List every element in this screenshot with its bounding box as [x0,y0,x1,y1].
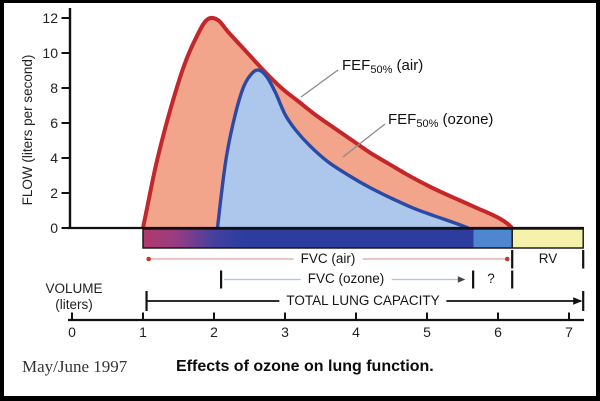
fvc-ozone-arrowhead [457,276,466,283]
fef-ozone-annotation: FEF50% (ozone) [388,111,493,130]
fef-air-leader-line [300,69,339,98]
fef-ozone-subscript: 50% [416,118,439,130]
ozone-curve-area [217,69,469,228]
fvc-air-start-marker [146,256,151,262]
x-tick-label: 0 [68,324,76,340]
x-tick-label: 4 [352,324,360,340]
y-tick-label: 10 [42,45,58,61]
y-tick-label: 4 [50,150,58,166]
x-tick-label: 5 [423,324,431,340]
y-tick-label: 0 [50,220,58,236]
total-lung-capacity-label: TOTAL LUNG CAPACITY [279,293,447,309]
fef-ozone-suffix: (ozone) [438,111,494,128]
fef-ozone-prefix: FEF [388,111,417,128]
fef-air-prefix: FEF [342,57,371,74]
x-tick-label: 7 [565,324,573,340]
y-tick-label: 8 [50,80,58,96]
ozone-curve [215,68,469,230]
volume-gradient-bar [142,228,584,249]
x-axis-title-line2: (liters) [55,297,93,312]
y-axis [61,8,72,229]
rv-label: RV [538,251,558,266]
fef-air-suffix: (air) [392,57,424,74]
x-tick-label: 1 [139,324,147,340]
y-tick-label: 2 [50,185,58,201]
air-curve [141,15,514,230]
fvc-air-end-marker [504,256,510,262]
fef-air-subscript: 50% [370,64,393,76]
caption-title: Effects of ozone on lung function. [176,358,434,375]
fef-air-annotation: FEF50% (air) [342,57,423,76]
x-tick-label: 2 [210,324,218,340]
x-axis-title-line1: VOLUME [45,281,103,296]
fvc-air-label: FVC (air) [293,251,363,267]
tlc-arrowhead [573,297,583,305]
fef-ozone-leader-line [342,123,386,158]
y-tick-label: 12 [42,10,58,26]
caption-date: May/June 1997 [22,357,128,376]
x-axis [68,312,584,322]
fvc-ozone-label: FVC (ozone) [300,271,392,287]
uncertain-span-label: ? [487,271,495,286]
x-tick-label: 6 [494,324,502,340]
x-axis-title: VOLUME (liters) [30,281,118,313]
y-tick-label: 6 [50,115,58,131]
x-tick-label: 3 [281,324,289,340]
